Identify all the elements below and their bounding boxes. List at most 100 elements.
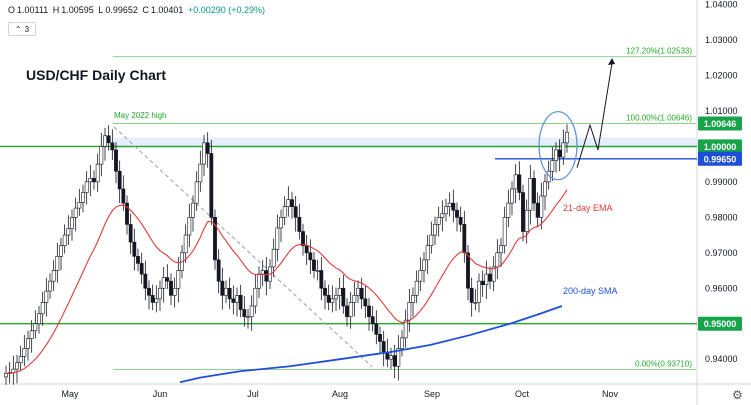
low-label: L [98,5,104,15]
candle [367,298,371,331]
candle-body [510,188,514,204]
candle [433,216,437,245]
candle-body [462,224,467,254]
candle-body [150,295,155,303]
candle-body [66,228,71,236]
breakout-circle [538,111,578,181]
y-tick-label: 0.98000 [705,212,738,222]
candle [370,305,375,332]
candle-body [257,273,261,289]
candle [150,284,155,311]
candle-body [191,202,195,218]
candle-body [367,305,371,317]
candle [466,244,470,301]
candle [55,242,60,283]
candle-body [176,270,181,289]
candle-body [484,273,489,286]
candle [330,285,335,313]
candle [246,308,250,329]
candle [110,129,115,160]
candle [315,259,320,281]
candle-body [356,287,360,296]
candle-body [187,217,192,236]
candle [103,127,107,161]
candle-body [37,313,41,325]
candle [337,277,342,310]
candle-body [455,209,459,218]
candle-body [154,298,159,303]
candle [264,257,269,296]
candle-body [506,202,511,218]
candle [473,288,478,311]
candle-body [73,207,78,218]
candle-body [532,178,536,204]
candle [99,132,104,177]
candle [11,355,16,385]
candle [407,288,412,333]
candle [532,170,536,211]
candle-body [411,295,415,303]
candle-body [392,355,397,367]
candle-body [539,195,544,218]
candle-body [528,178,533,211]
may-high-annotation: May 2022 high [114,111,167,120]
candle [400,330,404,357]
candle [293,196,298,232]
candle-body [469,287,474,303]
candle [4,365,8,385]
candle [48,273,52,299]
price-tag-bg [698,151,742,166]
candle-body [169,280,173,296]
sma-line [179,305,563,384]
candle-body [161,277,166,289]
y-tick-label: 0.96000 [705,283,738,293]
candle [183,224,188,263]
candle [304,235,309,265]
candle [480,270,485,297]
candle [535,192,540,228]
candle-body [92,178,96,183]
fib-trendline [113,126,373,367]
sma-annotation: 200-day SMA [563,286,618,296]
ema-annotation: 21-day EMA [563,203,613,213]
candle-body [231,298,236,303]
candle-body [143,273,148,289]
price-tag-text: 1.00646 [704,119,737,129]
candle-body [29,330,34,339]
candle-body [282,206,287,218]
candle-body [260,270,265,275]
candle-body [125,202,129,225]
candle-body [389,355,393,360]
candle-body [62,234,67,246]
candle [125,195,129,235]
candle [18,345,23,371]
gear-icon[interactable]: ⚙ [732,388,743,402]
candle-body [209,153,214,218]
candle [352,281,357,317]
candle [374,310,379,345]
candle [40,291,45,326]
y-tick-label: 1.03000 [705,35,738,45]
candle [147,280,151,310]
indicator-collapse-button[interactable]: ⌃ 3 [8,22,36,36]
candle [235,287,239,317]
candle-body [205,142,210,154]
candle-body [290,199,294,207]
candle-body [18,356,23,364]
candle [128,213,133,255]
candle [37,305,41,334]
candle [154,285,159,313]
candle [158,280,162,311]
low-value: 0.99652 [105,5,138,15]
candle-body [488,273,492,282]
candle [418,257,423,292]
candle-body [477,280,481,303]
high-label: H [52,5,60,15]
candle [198,150,203,192]
price-tag-text: 0.99650 [704,154,737,164]
fib-level-label: 100.00%(1.00646) [626,113,692,122]
candle [220,267,225,310]
candle [447,192,452,217]
candle [242,296,247,327]
